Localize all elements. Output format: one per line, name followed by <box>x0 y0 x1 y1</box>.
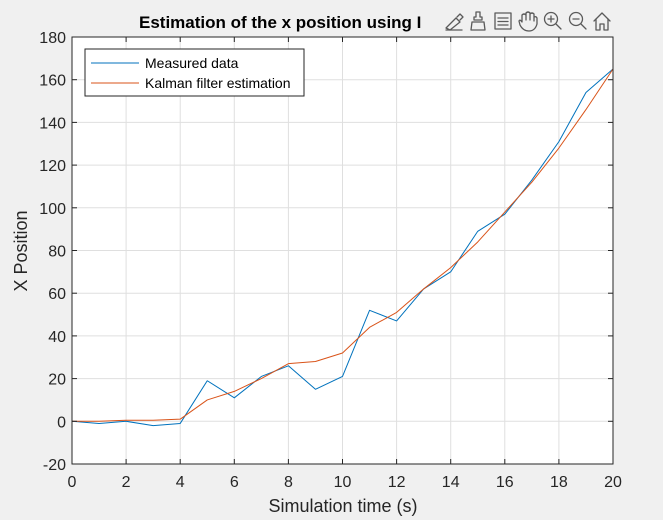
x-tick-label: 4 <box>176 474 185 491</box>
y-tick-label: 80 <box>48 244 66 261</box>
x-tick-label: 6 <box>230 474 239 491</box>
brush-icon[interactable] <box>443 11 464 31</box>
y-tick-label: 120 <box>39 158 66 175</box>
y-tick-label: 0 <box>57 414 66 431</box>
x-axis-label: Simulation time (s) <box>268 496 417 516</box>
chart-title: Estimation of the x position using I <box>139 13 421 32</box>
y-tick-label: 20 <box>48 372 66 389</box>
y-tick-label: 180 <box>39 30 66 47</box>
y-axis-label: X Position <box>11 210 31 291</box>
x-tick-label: 18 <box>550 474 568 491</box>
x-tick-label: 10 <box>334 474 352 491</box>
x-tick-label: 16 <box>496 474 514 491</box>
axes-toolbar <box>443 11 612 32</box>
y-tick-label: 140 <box>39 115 66 132</box>
x-tick-label: 2 <box>122 474 131 491</box>
legend-label-kalman: Kalman filter estimation <box>145 75 291 91</box>
ticks: 0 2 4 6 8 10 12 14 16 18 20-2002040608010012014016… <box>39 30 622 491</box>
data-tips-icon[interactable] <box>468 11 488 31</box>
home-icon[interactable] <box>592 11 612 31</box>
y-tick-label: 40 <box>48 329 66 346</box>
x-tick-label: 8 <box>284 474 293 491</box>
x-tick-label: 20 <box>604 474 622 491</box>
series-line-kalman <box>72 68 614 422</box>
y-tick-label: 100 <box>39 201 66 218</box>
legend-icon[interactable] <box>493 11 513 31</box>
series-lines <box>71 68 614 427</box>
y-tick-label: 60 <box>48 286 66 303</box>
legend-label-measured: Measured data <box>145 55 239 71</box>
x-tick-label: 12 <box>388 474 406 491</box>
zoom-out-icon[interactable] <box>568 11 588 31</box>
x-tick-label: 0 <box>68 474 77 491</box>
legend-box <box>84 48 305 97</box>
legend[interactable]: Measured data Kalman filter estimation <box>84 48 305 97</box>
zoom-in-icon[interactable] <box>543 11 563 31</box>
y-tick-label: 160 <box>39 73 66 90</box>
y-tick-label: -20 <box>43 457 66 474</box>
pan-hand-icon[interactable] <box>518 11 538 32</box>
x-tick-label: 14 <box>442 474 460 491</box>
